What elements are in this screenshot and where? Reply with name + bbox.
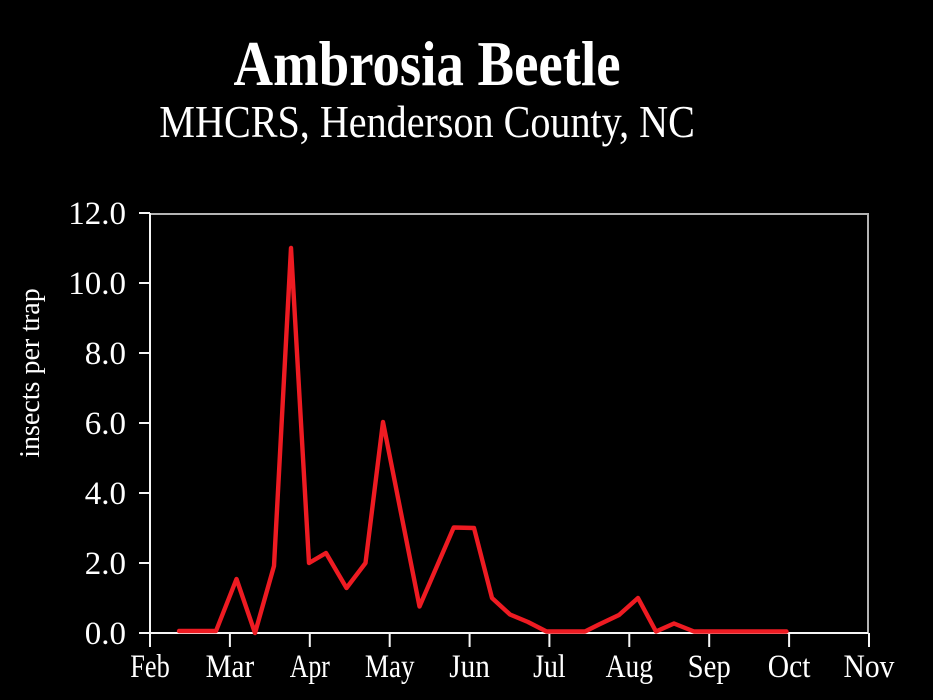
svg-text:Nov: Nov: [844, 649, 895, 685]
svg-text:Aug: Aug: [606, 649, 653, 685]
svg-text:Feb: Feb: [130, 649, 170, 685]
svg-text:Sep: Sep: [688, 649, 731, 685]
svg-text:Mar: Mar: [206, 649, 255, 685]
svg-text:10.0: 10.0: [68, 266, 126, 302]
svg-text:0.0: 0.0: [85, 616, 126, 652]
svg-text:Oct: Oct: [768, 649, 811, 685]
svg-text:2.0: 2.0: [85, 546, 126, 582]
svg-text:6.0: 6.0: [85, 406, 126, 442]
svg-text:Apr: Apr: [290, 649, 330, 685]
svg-text:4.0: 4.0: [85, 476, 126, 512]
svg-text:Jun: Jun: [449, 649, 490, 685]
svg-text:insects per trap: insects per trap: [15, 288, 46, 458]
svg-text:12.0: 12.0: [68, 196, 126, 232]
svg-text:Jul: Jul: [533, 649, 566, 685]
svg-text:8.0: 8.0: [85, 336, 126, 372]
svg-text:May: May: [365, 649, 415, 685]
